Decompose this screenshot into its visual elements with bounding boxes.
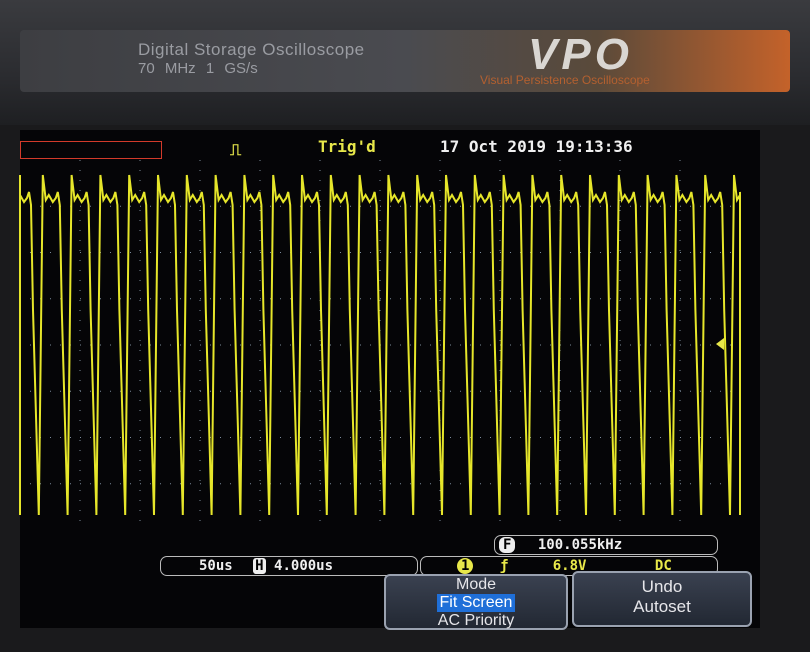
frequency: 100.055kHz bbox=[538, 537, 622, 553]
button-label: Mode bbox=[386, 576, 566, 594]
button-label: Undo bbox=[574, 577, 750, 597]
mode-button[interactable]: Mode Fit Screen AC Priority bbox=[384, 574, 568, 630]
horizontal-position: 4.000us bbox=[274, 558, 333, 574]
page: {"header":{"title":"Digital Storage Osci… bbox=[0, 0, 810, 652]
button-option: AC Priority bbox=[386, 612, 566, 630]
horizontal-icon: H bbox=[253, 558, 265, 574]
trigger-marker bbox=[716, 338, 724, 350]
trigger-state: Trig'd bbox=[318, 137, 376, 156]
freq-icon: F bbox=[499, 537, 515, 553]
channel-icon: 1 bbox=[457, 558, 473, 574]
frequency-readout: F 100.055kHz bbox=[494, 535, 718, 555]
timebase-readout: 50us H 4.000us bbox=[160, 556, 418, 576]
waveform bbox=[20, 175, 740, 515]
timebase: 50us bbox=[199, 558, 233, 574]
channel-indicator bbox=[20, 141, 162, 159]
undo-autoset-button[interactable]: Undo Autoset bbox=[572, 571, 752, 627]
datetime: 17 Oct 2019 19:13:36 bbox=[440, 137, 633, 156]
trigger-icon: ⎍ bbox=[230, 140, 241, 160]
button-label: Autoset bbox=[574, 597, 750, 617]
button-option-selected: Fit Screen bbox=[437, 594, 516, 612]
